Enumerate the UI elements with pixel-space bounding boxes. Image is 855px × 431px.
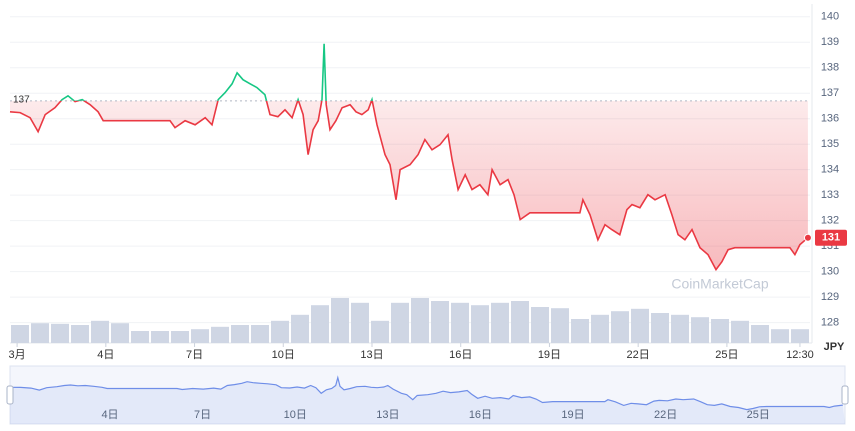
navigator-tick-label: 25日 bbox=[747, 409, 770, 421]
volume-bar bbox=[651, 313, 669, 343]
volume-bar bbox=[291, 314, 309, 343]
volume-bar bbox=[631, 308, 649, 343]
volume-bar bbox=[791, 329, 809, 343]
watermark: CoinMarketCap bbox=[671, 276, 768, 292]
y-tick-label: 137 bbox=[821, 87, 839, 99]
volume-bar bbox=[571, 319, 589, 343]
navigator-tick-label: 7日 bbox=[194, 409, 211, 421]
volume-bar bbox=[431, 301, 449, 343]
y-tick-label: 134 bbox=[821, 164, 839, 176]
volume-bar bbox=[191, 329, 209, 343]
x-tick-label: 16日 bbox=[449, 349, 472, 361]
volume-bar bbox=[771, 329, 789, 343]
volume-bar bbox=[511, 301, 529, 343]
x-tick-label: 19日 bbox=[538, 349, 561, 361]
x-tick-label: 12:30 bbox=[786, 349, 814, 361]
volume-bar bbox=[371, 320, 389, 343]
y-tick-label: 129 bbox=[821, 291, 839, 303]
volume-bar bbox=[591, 314, 609, 343]
y-tick-label: 128 bbox=[821, 317, 839, 329]
volume-bar bbox=[271, 320, 289, 343]
volume-bar bbox=[91, 320, 109, 343]
last-value-label: 131 bbox=[822, 232, 840, 244]
volume-bar bbox=[691, 317, 709, 343]
volume-bar bbox=[111, 323, 129, 343]
area bbox=[10, 100, 808, 270]
volume-bar bbox=[231, 325, 249, 343]
volume-bar bbox=[451, 302, 469, 343]
volume-bar bbox=[211, 326, 229, 343]
navigator-tick-label: 13日 bbox=[376, 409, 399, 421]
volume-bar bbox=[731, 320, 749, 343]
volume-bar bbox=[471, 305, 489, 343]
navigator-tick-label: 10日 bbox=[284, 409, 307, 421]
volume-bar bbox=[391, 302, 409, 343]
navigator-tick-label: 4日 bbox=[101, 409, 118, 421]
y-tick-label: 132 bbox=[821, 215, 839, 227]
x-tick-label: 22日 bbox=[627, 349, 650, 361]
y-tick-label: 136 bbox=[821, 113, 839, 125]
volume-bar bbox=[251, 325, 269, 343]
navigator-tick-label: 22日 bbox=[654, 409, 677, 421]
volume-bar bbox=[551, 308, 569, 343]
y-tick-label: 133 bbox=[821, 189, 839, 201]
x-tick-label: 25日 bbox=[715, 349, 738, 361]
x-tick-label: 4日 bbox=[97, 349, 114, 361]
volume-bar bbox=[311, 305, 329, 343]
volume-bar bbox=[531, 307, 549, 343]
navigator-tick-label: 19日 bbox=[561, 409, 584, 421]
volume-bar bbox=[151, 331, 169, 343]
currency-label: JPY bbox=[824, 341, 845, 353]
navigator-line bbox=[9, 375, 843, 411]
price-line-down bbox=[9, 100, 809, 272]
x-tick-label: 10日 bbox=[272, 349, 295, 361]
x-tick-label: 3月 bbox=[9, 349, 26, 361]
last-point bbox=[803, 233, 812, 242]
volume-bar bbox=[31, 323, 49, 343]
y-tick-label: 140 bbox=[821, 11, 839, 23]
volume-bar bbox=[751, 325, 769, 343]
volume-bar bbox=[171, 331, 189, 343]
baseline-label: 137 bbox=[13, 94, 30, 105]
volume-bar bbox=[611, 311, 629, 343]
volume-bar bbox=[411, 298, 429, 343]
volume-bar bbox=[11, 325, 29, 343]
navigator-tick-label: 16日 bbox=[469, 409, 492, 421]
y-tick-label: 135 bbox=[821, 138, 839, 150]
volume-bar bbox=[491, 302, 509, 343]
volume-bar bbox=[331, 298, 349, 343]
x-tick-label: 13日 bbox=[360, 349, 383, 361]
volume-bar bbox=[711, 319, 729, 343]
y-tick-label: 130 bbox=[821, 266, 839, 278]
last-value-tag bbox=[815, 229, 847, 246]
volume-bar bbox=[351, 302, 369, 343]
volume-bar bbox=[131, 331, 149, 343]
y-tick-label: 138 bbox=[821, 62, 839, 74]
volume-bar bbox=[671, 314, 689, 343]
navigator-handle[interactable] bbox=[841, 385, 849, 405]
volume-bar bbox=[51, 323, 69, 343]
y-tick-label: 139 bbox=[821, 36, 839, 48]
x-tick-label: 7日 bbox=[186, 349, 203, 361]
volume-bar bbox=[71, 325, 89, 343]
navigator-handle[interactable] bbox=[6, 385, 14, 405]
